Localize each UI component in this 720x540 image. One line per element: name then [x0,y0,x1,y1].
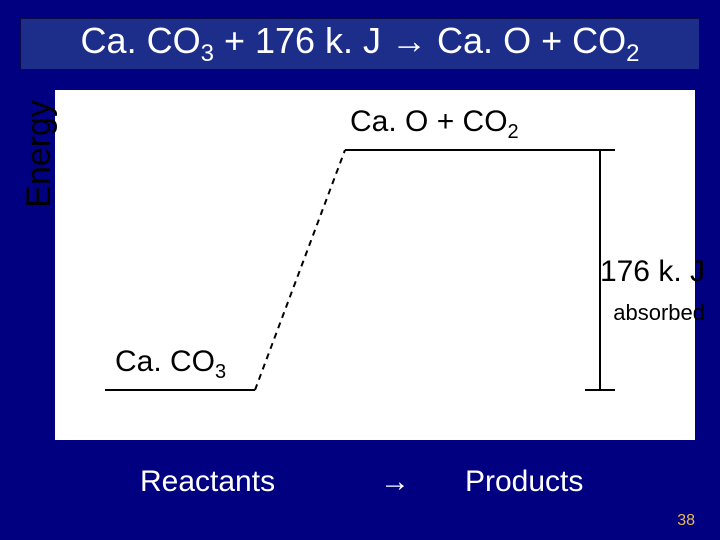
arrow-icon: → [380,465,410,499]
slide-number: 38 [677,512,695,530]
energy-value: 176 k. J [600,255,705,289]
product-formula: Ca. O + CO2 [350,105,519,144]
equation-title: Ca. CO3 + 176 k. J → Ca. O + CO2 [20,18,700,70]
equation-text: Ca. CO3 + 176 k. J → Ca. O + CO2 [81,20,640,68]
absorbed-text: absorbed [613,300,705,326]
reactant-formula: Ca. CO3 [115,345,226,384]
products-footer-label: Products [465,465,583,499]
reactants-footer-label: Reactants [140,465,275,499]
transition-dashed-line [255,150,345,390]
y-axis-label: Energy [20,100,59,208]
